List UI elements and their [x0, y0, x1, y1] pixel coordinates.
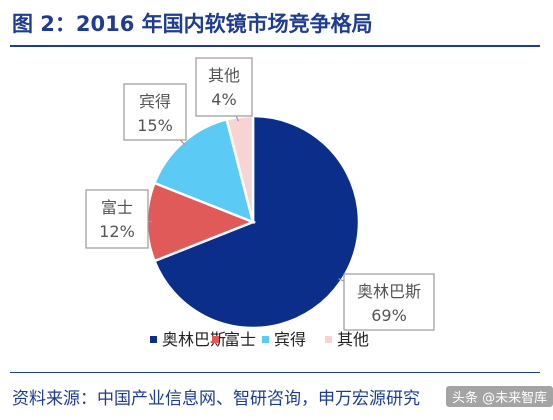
legend-label-4: 其他	[337, 330, 369, 349]
pie-slice-4	[225, 114, 255, 223]
legend-swatch-2	[212, 336, 219, 343]
slice-value-4: 4%	[211, 90, 236, 109]
chart-title: 图 2：2016 年国内软镜市场竞争格局	[12, 12, 373, 36]
callout-box-2	[85, 189, 149, 249]
legend-label-2: 富士	[224, 330, 256, 349]
callout-leader-1	[338, 278, 345, 282]
pie-slice-1	[152, 114, 361, 330]
slice-value-1: 69%	[371, 306, 407, 325]
callout-box-1	[343, 273, 435, 331]
slice-label-4: 其他	[208, 66, 240, 85]
legend-label-3: 宾得	[274, 330, 306, 349]
slice-label-1: 奥林巴斯	[357, 282, 421, 301]
title-divider	[10, 45, 540, 47]
callout-box-4	[195, 57, 253, 117]
source-divider	[10, 372, 540, 373]
legend-swatch-3	[262, 336, 269, 343]
callout-box-3	[123, 83, 187, 141]
watermark: 头条 @未来智库	[446, 386, 553, 407]
slice-label-3: 宾得	[139, 92, 171, 111]
legend-swatch-4	[325, 336, 332, 343]
callout-leader-4	[235, 115, 239, 122]
slice-label-2: 富士	[101, 198, 133, 217]
legend-label-1: 奥林巴斯	[162, 330, 226, 349]
slice-value-3: 15%	[137, 116, 173, 135]
callout-leader-3	[179, 139, 186, 146]
source-note: 资料来源：中国产业信息网、智研咨询，申万宏源研究	[12, 389, 420, 409]
legend-swatch-1	[150, 336, 157, 343]
slice-value-2: 12%	[99, 222, 135, 241]
